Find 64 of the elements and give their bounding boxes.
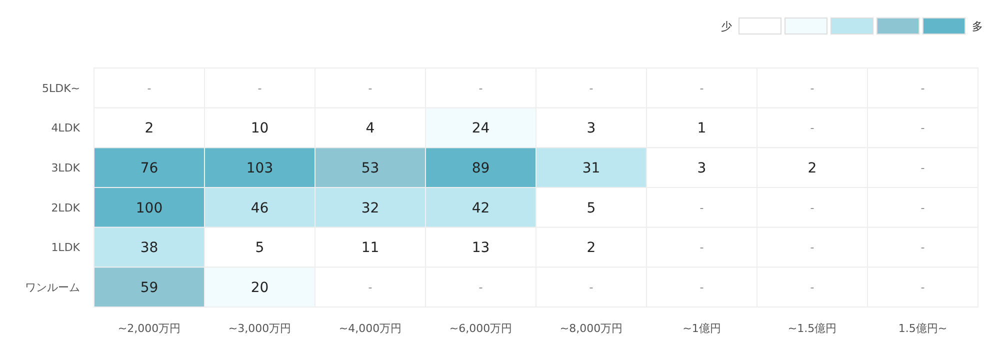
text: - bbox=[920, 280, 925, 294]
data-label: 3 bbox=[697, 160, 706, 176]
text: - bbox=[589, 82, 594, 95]
data-label: 2 bbox=[808, 160, 817, 176]
text: - bbox=[258, 82, 262, 95]
x-tick-label: ~8,000万円 bbox=[560, 322, 623, 335]
x-tick-label: ~6,000万円 bbox=[449, 322, 512, 335]
data-label: 103 bbox=[246, 160, 274, 176]
data-label: 4 bbox=[366, 120, 375, 137]
text: - bbox=[147, 82, 152, 95]
text: - bbox=[920, 82, 925, 95]
text: - bbox=[920, 201, 925, 214]
text: - bbox=[920, 161, 925, 174]
data-label: 42 bbox=[472, 200, 490, 216]
text: - bbox=[478, 280, 483, 294]
text: - bbox=[920, 241, 925, 254]
text: - bbox=[368, 280, 372, 294]
data-label: 76 bbox=[140, 160, 158, 176]
y-tick-label: ワンルーム bbox=[25, 280, 80, 294]
data-label: 20 bbox=[250, 280, 269, 296]
text: - bbox=[810, 82, 814, 95]
x-tick-label: ~1.5億円 bbox=[788, 322, 837, 335]
data-label: 32 bbox=[361, 200, 380, 216]
y-tick-label: 3LDK bbox=[51, 161, 81, 174]
x-tick-label: ~4,000万円 bbox=[338, 322, 402, 335]
text: - bbox=[810, 122, 814, 135]
text: - bbox=[810, 201, 814, 214]
data-label: 31 bbox=[582, 160, 600, 176]
text: - bbox=[368, 82, 372, 95]
text: - bbox=[700, 82, 704, 95]
text: - bbox=[589, 280, 594, 294]
text: - bbox=[920, 122, 925, 135]
x-tick-label: ~2,000万円 bbox=[118, 322, 181, 335]
x-tick-label: 1.5億円~ bbox=[898, 322, 948, 335]
text: 多 bbox=[972, 20, 983, 33]
data-label: 59 bbox=[140, 280, 158, 296]
y-tick-label: 5LDK~ bbox=[42, 82, 80, 95]
data-label: 5 bbox=[255, 240, 264, 256]
data-label: 5 bbox=[586, 200, 596, 216]
text: - bbox=[700, 201, 704, 214]
data-label: 89 bbox=[472, 160, 490, 176]
x-tick-label: ~3,000万円 bbox=[228, 322, 292, 335]
data-label: 1 bbox=[697, 120, 706, 137]
y-tick-label: 4LDK bbox=[51, 122, 81, 135]
text: - bbox=[810, 280, 814, 294]
data-label: 11 bbox=[361, 240, 380, 256]
data-label: 2 bbox=[144, 120, 154, 137]
data-label: 13 bbox=[472, 240, 490, 256]
text: - bbox=[700, 280, 704, 294]
y-tick-label: 2LDK bbox=[51, 201, 81, 214]
data-label: 24 bbox=[472, 120, 490, 137]
data-label: 100 bbox=[136, 200, 163, 216]
data-label: 38 bbox=[140, 240, 158, 256]
y-tick-label: 1LDK bbox=[51, 241, 81, 254]
data-label: 10 bbox=[250, 120, 269, 137]
data-label: 53 bbox=[361, 160, 380, 176]
text: - bbox=[810, 241, 814, 254]
data-label: 46 bbox=[250, 200, 269, 216]
text: 少 bbox=[721, 20, 732, 33]
text: - bbox=[700, 241, 704, 254]
data-label: 3 bbox=[586, 120, 596, 137]
data-label: 2 bbox=[586, 240, 596, 256]
text: - bbox=[478, 82, 483, 95]
x-tick-label: ~1億円 bbox=[682, 322, 721, 335]
